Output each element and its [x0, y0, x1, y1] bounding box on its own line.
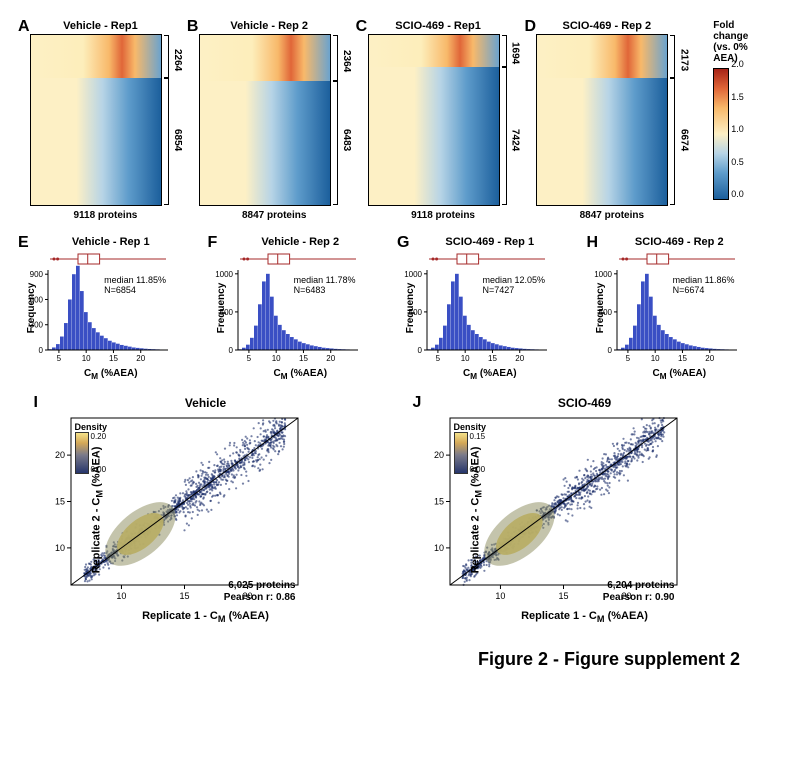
scatter-stats: 6,204 proteinsPearson r: 0.90: [603, 580, 675, 604]
svg-text:10: 10: [433, 543, 443, 553]
svg-text:20: 20: [515, 354, 524, 363]
svg-text:15: 15: [433, 497, 443, 507]
svg-text:1000: 1000: [215, 270, 233, 279]
scatter-stats: 6,025 proteinsPearson r: 0.86: [224, 580, 296, 604]
svg-text:20: 20: [136, 354, 145, 363]
svg-text:0: 0: [418, 346, 423, 355]
svg-text:0: 0: [228, 346, 233, 355]
panel-I: I Vehicle Replicate 2 - CM (%AEA) Densit…: [36, 396, 376, 624]
panel-B: B Vehicle - Rep 2 2364 6483 8847 protein…: [189, 20, 350, 221]
svg-text:10: 10: [271, 354, 280, 363]
svg-text:5: 5: [625, 354, 630, 363]
svg-text:15: 15: [678, 354, 687, 363]
xlabel: 9118 proteins: [30, 210, 181, 221]
scatter-row: I Vehicle Replicate 2 - CM (%AEA) Densit…: [20, 396, 770, 624]
svg-text:10: 10: [650, 354, 659, 363]
panel-D: D SCIO-469 - Rep 2 2173 6674 8847 protei…: [526, 20, 687, 221]
histogram-row: E Vehicle - Rep 1 Frequency median 11.85…: [20, 236, 770, 381]
panel-F: F Vehicle - Rep 2 Frequency median 11.78…: [210, 236, 392, 381]
density-legend: Density 0.200.00: [75, 422, 108, 474]
panel-J: J SCIO-469 Replicate 2 - CM (%AEA) Densi…: [415, 396, 755, 624]
panel-E: E Vehicle - Rep 1 Frequency median 11.85…: [20, 236, 202, 381]
svg-text:15: 15: [179, 591, 189, 601]
heatmap-row: A Vehicle - Rep1 2264 6854 9118 proteins…: [20, 20, 770, 221]
svg-text:15: 15: [558, 591, 568, 601]
svg-text:20: 20: [705, 354, 714, 363]
panel-letter: A: [18, 18, 30, 36]
svg-text:10: 10: [116, 591, 126, 601]
figure-caption: Figure 2 - Figure supplement 2: [20, 649, 770, 670]
svg-text:5: 5: [57, 354, 62, 363]
svg-text:5: 5: [436, 354, 441, 363]
panel-G: G SCIO-469 - Rep 1 Frequency median 12.0…: [399, 236, 581, 381]
svg-text:10: 10: [461, 354, 470, 363]
panel-H: H SCIO-469 - Rep 2 Frequency median 11.8…: [589, 236, 771, 381]
svg-text:20: 20: [433, 450, 443, 460]
svg-text:15: 15: [299, 354, 308, 363]
svg-text:15: 15: [488, 354, 497, 363]
svg-text:0: 0: [39, 346, 44, 355]
svg-text:15: 15: [54, 497, 64, 507]
svg-text:10: 10: [495, 591, 505, 601]
svg-text:15: 15: [109, 354, 118, 363]
svg-text:5: 5: [246, 354, 251, 363]
colorbar: Fold change (vs. 0% AEA) 2.0 1.5 1.0 0.5…: [713, 20, 770, 221]
svg-text:10: 10: [82, 354, 91, 363]
svg-text:1000: 1000: [594, 270, 612, 279]
panel-title: Vehicle - Rep1: [20, 20, 181, 32]
svg-text:0: 0: [607, 346, 612, 355]
panel-A: A Vehicle - Rep1 2264 6854 9118 proteins: [20, 20, 181, 221]
svg-text:10: 10: [54, 543, 64, 553]
svg-text:1000: 1000: [404, 270, 422, 279]
svg-text:20: 20: [326, 354, 335, 363]
svg-text:900: 900: [30, 270, 44, 279]
panel-C: C SCIO-469 - Rep1 1694 7424 9118 protein…: [358, 20, 519, 221]
svg-text:20: 20: [54, 450, 64, 460]
heatmap: 2264 6854: [30, 34, 162, 206]
density-legend: Density 0.150.00: [454, 422, 487, 474]
